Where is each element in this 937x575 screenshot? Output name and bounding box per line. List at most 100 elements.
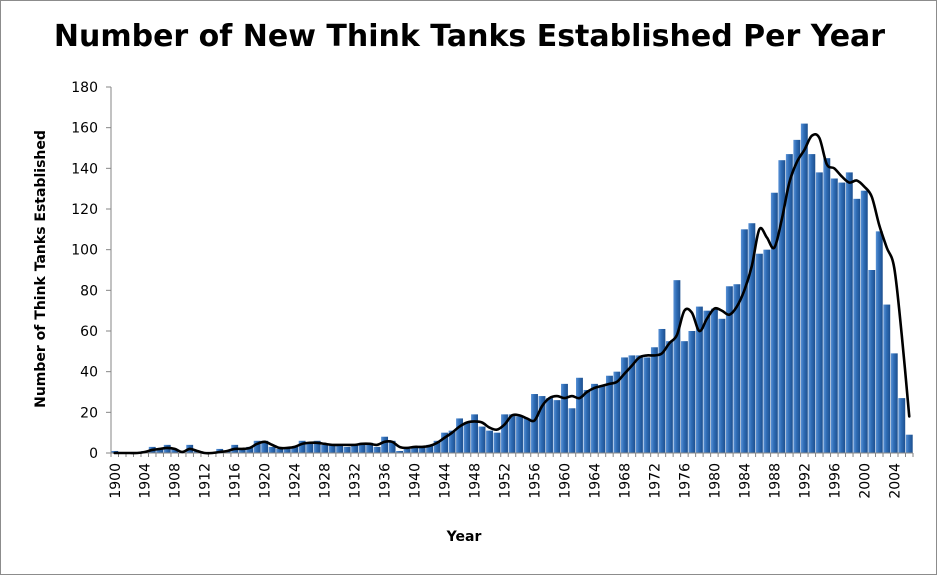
bar-1945 — [448, 430, 456, 453]
x-tick-label: 1916 — [228, 463, 244, 499]
bar-1922 — [276, 448, 284, 453]
bar-1959 — [553, 400, 561, 453]
bar-1920 — [261, 440, 269, 453]
bar-2001 — [868, 270, 876, 453]
x-tick-label: 1980 — [707, 463, 723, 499]
bar-1921 — [268, 446, 276, 453]
bar-1937 — [388, 440, 396, 453]
y-tick-label: 40 — [80, 365, 98, 381]
bar-1990 — [785, 154, 793, 453]
bar-1941 — [418, 446, 426, 453]
x-tick-label: 1936 — [378, 463, 394, 499]
bar-1936 — [381, 436, 389, 453]
y-tick-label: 160 — [71, 121, 98, 137]
bar-2005 — [898, 398, 906, 453]
bar-2006 — [905, 434, 913, 453]
bar-1977 — [688, 331, 696, 453]
bar-1980 — [710, 308, 718, 453]
bar-1952 — [501, 414, 508, 453]
x-tick-label: 1972 — [647, 463, 663, 499]
bar-1975 — [673, 280, 681, 453]
bar-2003 — [883, 304, 891, 453]
bar-1944 — [441, 432, 448, 453]
bar-1906 — [156, 448, 164, 453]
x-tick-label: 1912 — [198, 463, 214, 499]
bar-1923 — [283, 448, 291, 453]
bar-1930 — [336, 444, 344, 453]
bar-1962 — [576, 377, 583, 453]
x-tick-label: 1900 — [108, 463, 124, 499]
bar-1971 — [643, 357, 651, 453]
bar-1954 — [516, 416, 523, 453]
x-tick-label: 1928 — [318, 463, 334, 499]
bar-1918 — [246, 446, 254, 453]
bar-1984 — [740, 229, 748, 453]
bar-1953 — [508, 414, 516, 453]
bar-1997 — [838, 182, 846, 453]
bar-1925 — [298, 440, 306, 453]
y-tick-label: 80 — [80, 283, 98, 299]
x-tick-label: 2004 — [887, 463, 903, 499]
bar-1982 — [725, 286, 733, 453]
y-tick-label: 180 — [71, 80, 98, 96]
y-tick-label: 0 — [89, 446, 98, 462]
bar-1986 — [755, 253, 763, 453]
x-tick-label: 1984 — [737, 463, 753, 499]
bar-1960 — [561, 383, 568, 453]
bar-1908 — [171, 448, 179, 453]
bar-1992 — [800, 123, 808, 453]
x-tick-label: 1992 — [797, 463, 813, 499]
bar-1985 — [748, 223, 756, 453]
bar-1919 — [253, 440, 261, 453]
bar-1956 — [531, 394, 538, 453]
bar-1981 — [718, 318, 726, 453]
bar-1973 — [658, 328, 666, 453]
x-axis-title: Year — [446, 529, 482, 545]
x-tick-label: 1968 — [617, 463, 633, 499]
x-tick-label: 1960 — [557, 463, 573, 499]
x-tick-label: 1924 — [288, 463, 304, 499]
bar-1924 — [291, 446, 299, 453]
bar-1961 — [568, 408, 576, 453]
bar-1955 — [523, 418, 531, 453]
bar-1947 — [463, 422, 471, 453]
bar-1942 — [426, 444, 433, 453]
bar-2002 — [875, 231, 883, 453]
bar-1933 — [358, 442, 366, 453]
bar-1974 — [665, 341, 673, 453]
bar-1948 — [471, 414, 478, 453]
bar-1934 — [366, 442, 374, 453]
bar-1926 — [306, 442, 314, 453]
bar-1967 — [613, 371, 621, 453]
bar-2004 — [890, 353, 898, 453]
bar-1993 — [808, 154, 816, 453]
bar-1958 — [546, 398, 553, 453]
x-tick-label: 1944 — [438, 463, 454, 499]
bar-1946 — [456, 418, 463, 453]
bar-1999 — [853, 198, 861, 453]
bar-1932 — [351, 444, 359, 453]
y-tick-label: 120 — [71, 202, 98, 218]
bar-1966 — [605, 375, 613, 453]
y-tick-label: 20 — [80, 405, 98, 421]
bar-1987 — [763, 249, 771, 453]
x-tick-label: 1996 — [827, 463, 843, 499]
x-tick-label: 1920 — [258, 463, 274, 499]
chart-title: Number of New Think Tanks Established Pe… — [53, 19, 886, 54]
bar-1976 — [680, 341, 688, 453]
bar-1968 — [620, 357, 628, 453]
bar-1951 — [493, 432, 501, 453]
x-tick-label: 1940 — [408, 463, 424, 499]
trend-line — [113, 132, 911, 455]
x-tick-label: 1908 — [168, 463, 184, 499]
y-tick-label: 100 — [71, 243, 98, 259]
bar-1965 — [598, 385, 606, 453]
bar-1998 — [845, 172, 853, 453]
bar-1995 — [823, 158, 831, 454]
bar-1983 — [733, 284, 741, 453]
bar-1991 — [793, 139, 801, 453]
x-tick-label: 1988 — [767, 463, 783, 499]
bar-1994 — [815, 172, 823, 453]
